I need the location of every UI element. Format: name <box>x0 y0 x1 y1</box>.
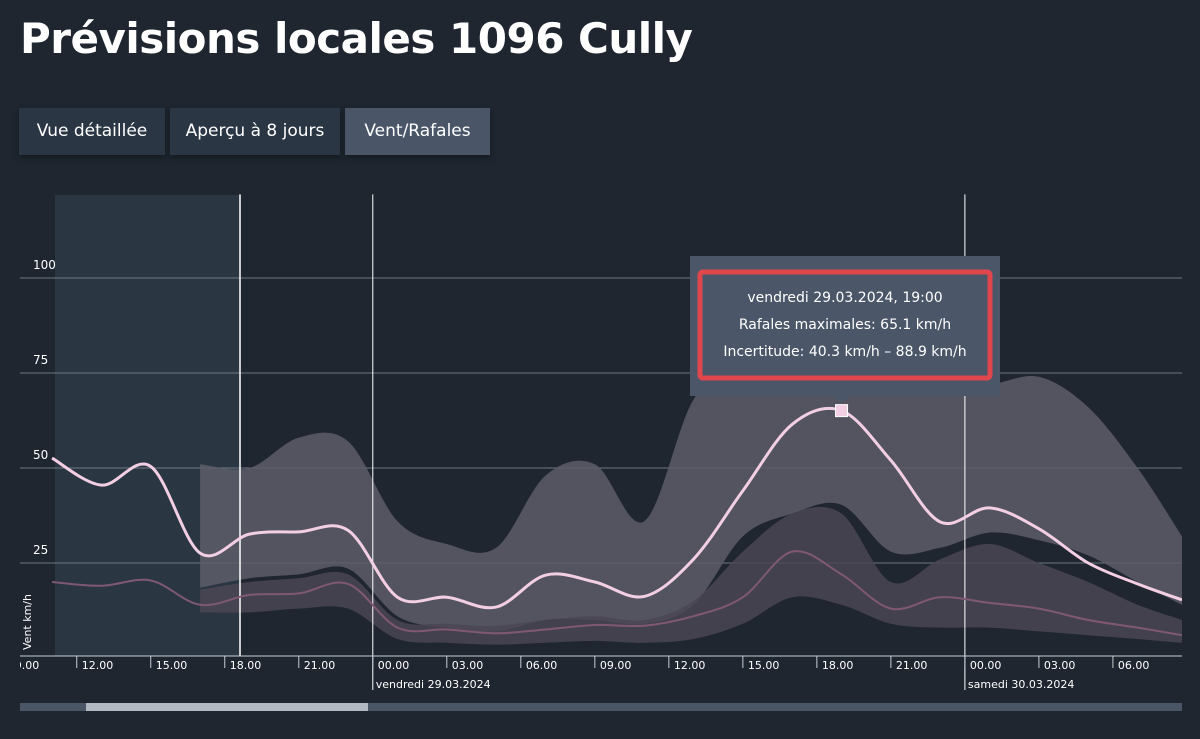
y-tick-label: 75 <box>33 353 48 367</box>
y-tick-label: 50 <box>33 448 48 462</box>
tooltip-pointer <box>833 396 850 403</box>
x-tick-label: 09.00 <box>8 659 40 672</box>
x-tick-label: 00.00 <box>378 659 410 672</box>
x-tick-label: 00.00 <box>970 659 1002 672</box>
x-tick-label: 18.00 <box>230 659 261 672</box>
x-tick-label: 15.00 <box>156 659 188 672</box>
tooltip-box <box>690 256 1000 396</box>
x-tick-label: 09.00 <box>600 659 632 672</box>
tooltip-line: Incertitude: 40.3 km/h – 88.9 km/h <box>723 344 966 360</box>
uncertainty-band <box>200 319 1182 632</box>
tooltip-line: vendredi 29.03.2024, 19:00 <box>747 290 942 306</box>
tooltip-marker <box>835 404 849 418</box>
uncertainty-band <box>200 506 1182 645</box>
tooltip-line: Rafales maximales: 65.1 km/h <box>739 317 951 333</box>
x-tick-label: 21.00 <box>304 659 336 672</box>
y-axis-label: Vent km/h <box>21 594 34 650</box>
series-line <box>51 406 1182 610</box>
x-tick-label: 21.00 <box>896 659 928 672</box>
y-tick-label: 25 <box>33 543 48 557</box>
x-tick-label: 12.00 <box>82 659 114 672</box>
tab[interactable]: Aperçu à 8 jours <box>170 108 340 155</box>
x-tick-label: 06.00 <box>1118 659 1150 672</box>
x-tick-label: 03.00 <box>1044 659 1076 672</box>
x-ticks: 09.00 12.00 15.00 18.00 21.00 00.00 03.00 06.00… <box>8 656 1150 672</box>
series-line <box>51 550 1182 637</box>
x-tick-label: 06.00 <box>526 659 558 672</box>
plot-area <box>20 194 1182 690</box>
scrollbar-track[interactable] <box>20 703 1182 711</box>
y-tick-label: 100 <box>33 258 56 272</box>
tooltip-highlight <box>697 269 993 381</box>
x-tick-label: 18.00 <box>822 659 854 672</box>
day-label: vendredi 29.03.2024 <box>376 678 491 691</box>
tab[interactable]: Vue détaillée <box>19 108 165 155</box>
tab[interactable]: Vent/Rafales <box>345 108 490 155</box>
page-title: Prévisions locales 1096 Cully <box>20 14 693 63</box>
day-label: samedi 30.03.2024 <box>968 678 1074 691</box>
x-tick-label: 03.00 <box>452 659 484 672</box>
x-tick-label: 12.00 <box>674 659 706 672</box>
x-tick-label: 15.00 <box>748 659 780 672</box>
past-region <box>55 195 240 656</box>
scrollbar-thumb[interactable] <box>86 703 368 711</box>
